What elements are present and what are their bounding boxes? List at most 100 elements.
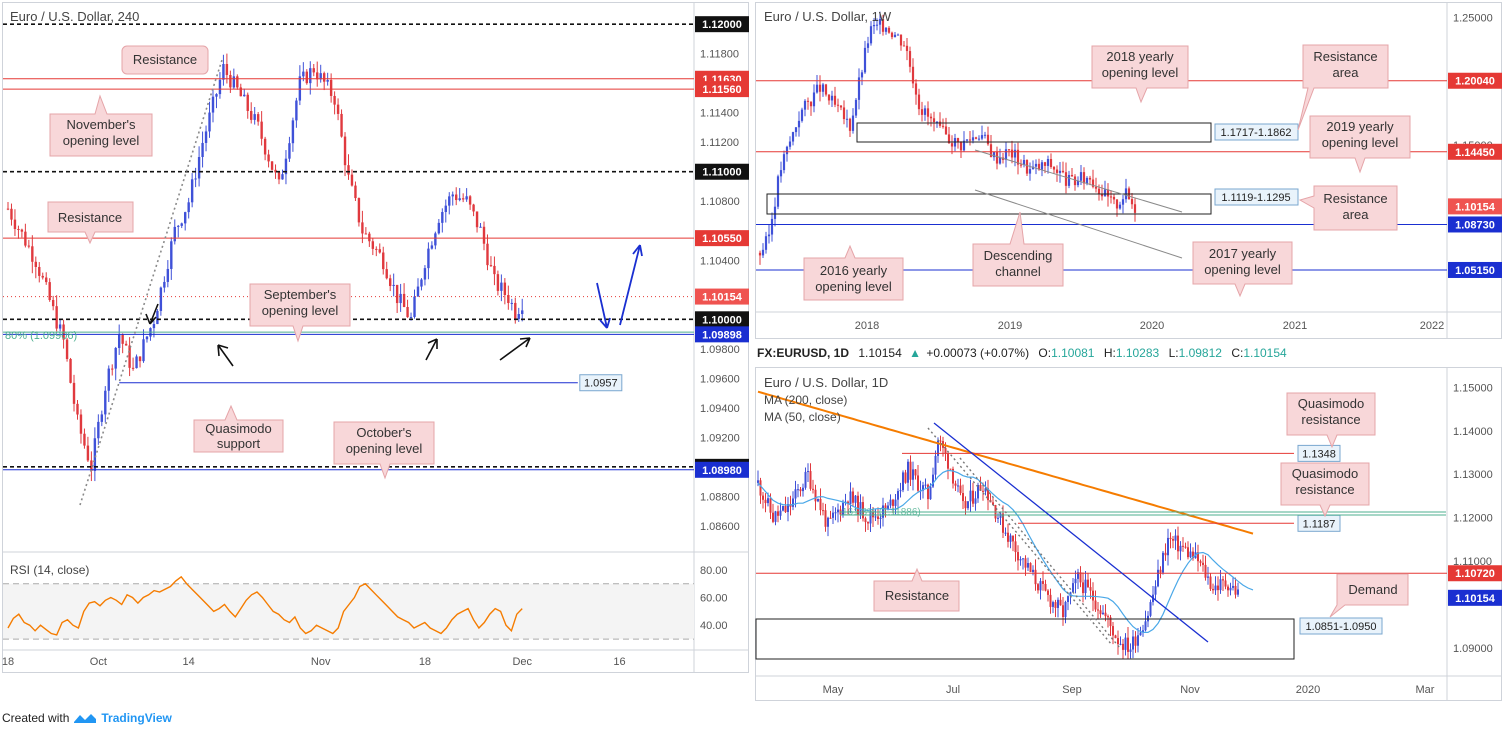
- tradingview-brand-link[interactable]: TradingView: [101, 711, 172, 725]
- price-tag: 1.10154: [1448, 589, 1502, 606]
- h4-candle: [305, 71, 309, 84]
- h4-candle: [333, 95, 336, 105]
- daily-quasimodo-label: 1.1348: [1297, 444, 1341, 462]
- h4-candle: [135, 356, 138, 369]
- daily-candle: [1029, 563, 1032, 572]
- h4-candle: [486, 243, 489, 266]
- callout-h4-resistance-top: Resistance: [121, 45, 209, 75]
- h4-candle: [128, 345, 131, 368]
- daily-candle: [972, 490, 974, 504]
- daily-candle: [1214, 585, 1217, 591]
- h4-fib-label: 80% (1.09906): [5, 330, 77, 342]
- daily-candle: [1074, 578, 1077, 584]
- weekly-candle: [965, 139, 969, 141]
- weekly-candle: [791, 132, 795, 142]
- daily-candle: [757, 480, 759, 483]
- svg-text:1.11000: 1.11000: [702, 167, 741, 179]
- arrow-icon: [499, 337, 531, 361]
- svg-text:1.08980: 1.08980: [702, 465, 742, 477]
- h4-candle: [183, 212, 187, 224]
- daily-candle: [1157, 569, 1159, 587]
- axis-tick-label: 1.11000: [1453, 556, 1492, 568]
- daily-candle: [829, 517, 832, 519]
- callout-weekly-2018-opening: 2018 yearly opening level: [1091, 45, 1189, 104]
- daily-candle: [1137, 635, 1139, 646]
- daily-candle: [1162, 552, 1164, 573]
- price-change: +0.00073 (+0.07%): [926, 346, 1029, 360]
- weekly-candle: [959, 141, 963, 151]
- daily-candle: [904, 472, 907, 483]
- time-tick-label: Sep: [1062, 684, 1082, 696]
- daily-candle: [812, 488, 814, 490]
- weekly-candle: [950, 143, 954, 147]
- h4-candle: [326, 79, 329, 82]
- daily-candle: [924, 484, 927, 486]
- weekly-candle: [1118, 204, 1122, 209]
- h4-candle: [291, 120, 295, 144]
- time-tick-label: 14: [183, 656, 195, 668]
- h4-candle: [288, 143, 291, 159]
- rsi-band: [3, 583, 694, 640]
- h4-candle: [295, 100, 298, 121]
- daily-candle: [1172, 539, 1174, 541]
- weekly-candle: [968, 139, 972, 141]
- daily-candle: [767, 498, 769, 504]
- axis-tick-label: 1.09800: [700, 344, 740, 356]
- h4-candle: [111, 368, 114, 370]
- svg-text:1.10154: 1.10154: [702, 292, 743, 304]
- h4-candle: [521, 310, 524, 315]
- daily-candle: [1004, 532, 1007, 534]
- weekly-candle: [878, 18, 882, 25]
- h4-candle: [204, 131, 208, 143]
- daily-candle: [949, 468, 952, 470]
- svg-text:1.20040: 1.20040: [1455, 76, 1495, 88]
- h4-candle: [69, 359, 72, 383]
- daily-candle: [847, 501, 849, 504]
- daily-blue-trendline: [933, 422, 1209, 643]
- daily-candle: [1144, 621, 1147, 631]
- h4-candle: [180, 223, 183, 226]
- h4-candle: [41, 275, 44, 278]
- daily-candle: [879, 517, 882, 519]
- h4-candle: [364, 233, 368, 235]
- weekly-candle: [1100, 193, 1104, 197]
- daily-candle: [1182, 545, 1184, 547]
- h4-candle: [270, 161, 274, 170]
- daily-candle: [937, 440, 939, 456]
- daily-candle: [837, 509, 839, 513]
- h4-candle: [399, 293, 402, 304]
- weekly-candle: [854, 99, 858, 116]
- time-tick-label: May: [823, 684, 844, 696]
- h4-candle: [458, 198, 461, 201]
- daily-candle: [824, 510, 827, 527]
- weekly-candle: [794, 127, 798, 133]
- svg-text:1.10000: 1.10000: [702, 314, 742, 326]
- weekly-candle: [1067, 174, 1071, 186]
- daily-candle: [864, 518, 867, 523]
- h4-black-arrows: [145, 303, 531, 367]
- weekly-candle: [980, 135, 984, 139]
- daily-candle: [1227, 586, 1229, 591]
- daily-candle: [794, 489, 797, 499]
- weekly-candle: [824, 84, 828, 95]
- daily-demand-zone: [755, 618, 1295, 660]
- daily-candle: [1207, 576, 1209, 578]
- tradingview-logo-icon[interactable]: [73, 712, 97, 724]
- svg-text:1.1717-1.1862: 1.1717-1.1862: [1221, 127, 1292, 139]
- time-tick-label: 2022: [1420, 320, 1444, 332]
- daily-candle: [1017, 552, 1019, 561]
- axis-tick-label: 1.08600: [700, 521, 740, 533]
- h4-candle: [468, 196, 472, 205]
- h4-candle: [163, 281, 166, 288]
- callout-text: November's opening level: [62, 117, 140, 148]
- daily-candle: [969, 490, 972, 502]
- weekly-candle: [1025, 159, 1029, 174]
- weekly-candle: [899, 34, 903, 46]
- daily-price-axis: 1.15000 1.14000 1.13000 1.12000 1.11000 1.090…: [1453, 382, 1493, 655]
- weekly-candle: [992, 151, 996, 158]
- callout-text: Resistance area: [1323, 191, 1388, 222]
- callout-h4-october-opening: October's opening level: [333, 421, 435, 480]
- svg-text:1.0851-1.0950: 1.0851-1.0950: [1306, 621, 1377, 633]
- daily-candle: [797, 489, 799, 491]
- weekly-candle: [998, 157, 1002, 164]
